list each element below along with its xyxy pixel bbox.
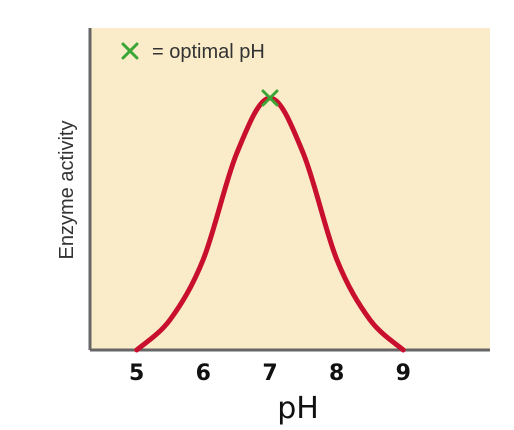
legend: = optimal pH <box>121 41 265 63</box>
x-tick-label-6: 6 <box>196 361 211 386</box>
x-tick-label-9: 9 <box>396 361 411 386</box>
legend-x-marker <box>121 42 139 60</box>
x-axis-title: pH <box>277 391 319 426</box>
y-axis-title: Enzyme activity <box>56 121 78 260</box>
x-tick-label-8: 8 <box>329 361 344 386</box>
legend-text: = optimal pH <box>152 41 265 63</box>
plot-background <box>90 28 490 350</box>
x-marker-stroke-2 <box>261 89 279 107</box>
x-tick-label-7: 7 <box>262 361 277 386</box>
optimal-ph-marker <box>261 89 279 107</box>
x-marker-stroke-2 <box>121 42 139 60</box>
x-tick-label-5: 5 <box>129 361 144 386</box>
x-tick-labels: 5 6 7 8 9 <box>129 361 411 386</box>
